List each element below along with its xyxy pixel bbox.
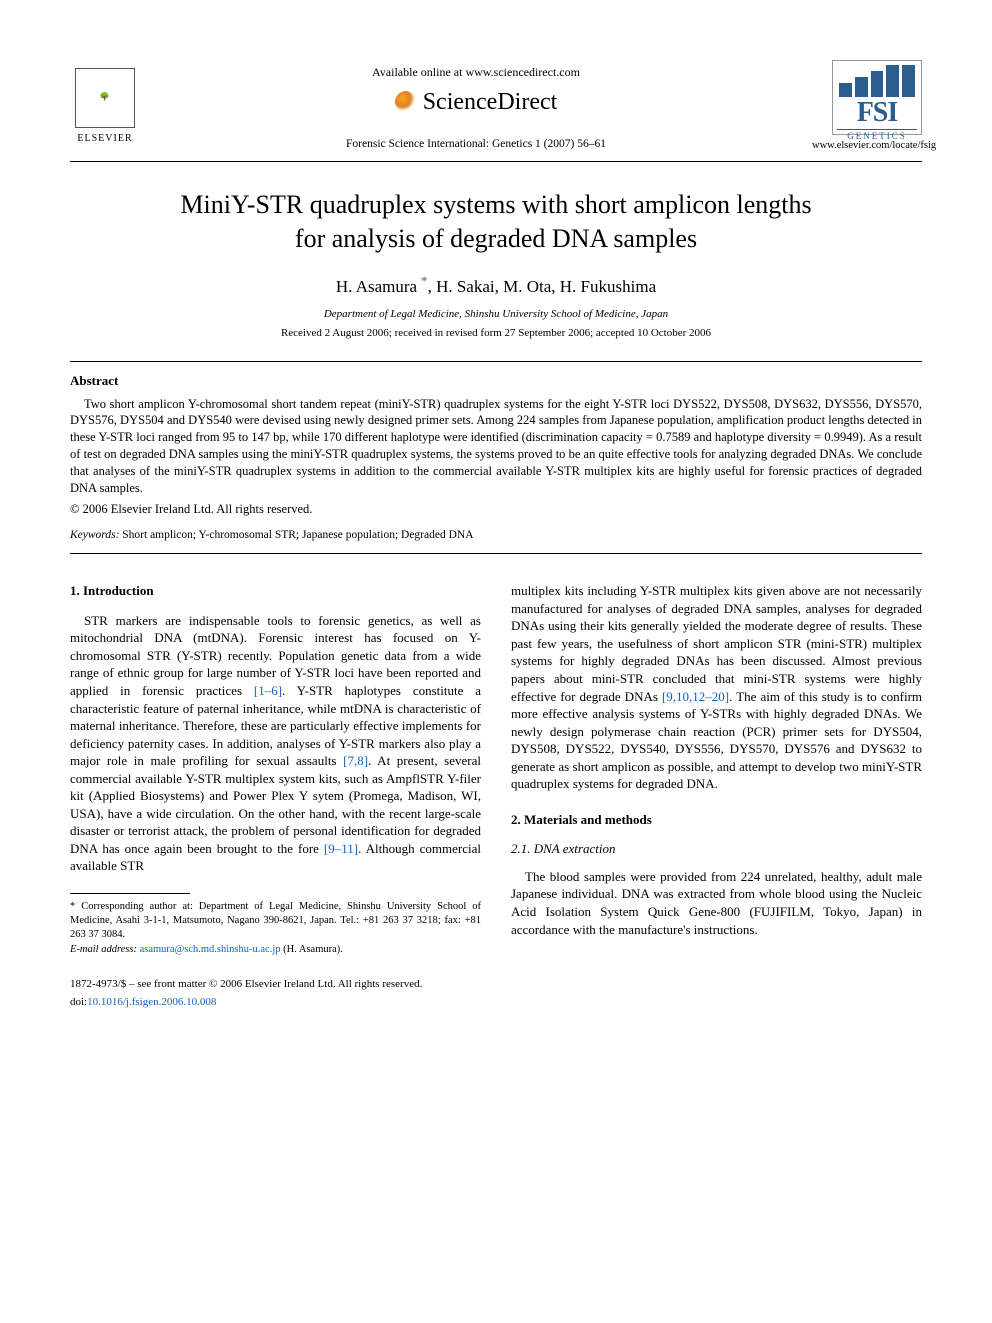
article-dates: Received 2 August 2006; received in revi… <box>70 326 922 341</box>
keywords-line: Keywords: Short amplicon; Y-chromosomal … <box>70 528 922 544</box>
journal-logo-block: FSI GENETICS www.elsevier.com/locate/fsi… <box>812 60 922 153</box>
email-link[interactable]: asamura@sch.md.shinshu-u.ac.jp <box>140 944 281 955</box>
fsi-logo: FSI GENETICS <box>832 60 922 135</box>
ref-link-9-10-12-20[interactable]: [9,10,12–20] <box>662 689 729 704</box>
keywords-label: Keywords: <box>70 529 119 541</box>
dna-extraction-paragraph: The blood samples were provided from 224… <box>511 868 922 938</box>
abstract-bottom-rule <box>70 553 922 554</box>
abstract-text: Two short amplicon Y-chromosomal short t… <box>70 396 922 497</box>
header-rule <box>70 161 922 162</box>
fsi-bars-icon <box>833 61 921 97</box>
email-label: E-mail address: <box>70 944 137 955</box>
ref-link-9-11[interactable]: [9–11] <box>324 841 358 856</box>
corresponding-email-line: E-mail address: asamura@sch.md.shinshu-u… <box>70 943 481 957</box>
doi-line: doi:10.1016/j.fsigen.2006.10.008 <box>70 992 481 1010</box>
corresponding-address: * Corresponding author at: Department of… <box>70 900 481 943</box>
page-header: 🌳 ELSEVIER Available online at www.scien… <box>70 60 922 153</box>
authors-text: H. Asamura *, H. Sakai, M. Ota, H. Fukus… <box>336 277 656 296</box>
abstract-body: Two short amplicon Y-chromosomal short t… <box>70 396 922 497</box>
ref-link-1-6[interactable]: [1–6] <box>254 683 282 698</box>
authors: H. Asamura *, H. Sakai, M. Ota, H. Fukus… <box>70 274 922 300</box>
article-title: MiniY-STR quadruplex systems with short … <box>70 188 922 256</box>
corresponding-star-icon: * <box>417 275 428 290</box>
elsevier-logo: 🌳 ELSEVIER <box>70 60 140 145</box>
title-line-1: MiniY-STR quadruplex systems with short … <box>180 190 811 219</box>
right-column: multiplex kits including Y-STR multiplex… <box>511 582 922 1009</box>
ref-link-7-8[interactable]: [7,8] <box>343 753 368 768</box>
elsevier-tree-icon: 🌳 <box>75 68 135 128</box>
title-line-2: for analysis of degraded DNA samples <box>295 224 697 253</box>
available-online-text: Available online at www.sciencedirect.co… <box>140 64 812 80</box>
introduction-heading: 1. Introduction <box>70 582 481 600</box>
intro-paragraph-1-continued: multiplex kits including Y-STR multiplex… <box>511 582 922 793</box>
keywords-text: Short amplicon; Y-chromosomal STR; Japan… <box>119 529 473 541</box>
sciencedirect-logo: ScienceDirect <box>395 86 558 118</box>
email-suffix: (H. Asamura). <box>281 944 343 955</box>
dna-extraction-heading: 2.1. DNA extraction <box>511 840 922 858</box>
abstract-copyright: © 2006 Elsevier Ireland Ltd. All rights … <box>70 501 922 518</box>
sciencedirect-swirl-icon <box>395 91 417 113</box>
doi-label: doi: <box>70 996 87 1008</box>
body-columns: 1. Introduction STR markers are indispen… <box>70 582 922 1009</box>
issn-line: 1872-4973/$ – see front matter © 2006 El… <box>70 977 481 992</box>
center-header: Available online at www.sciencedirect.co… <box>140 60 812 152</box>
corresponding-footnote: * Corresponding author at: Department of… <box>70 900 481 957</box>
fsi-text: FSI <box>833 97 921 127</box>
abstract-heading: Abstract <box>70 372 922 390</box>
intro-paragraph-1: STR markers are indispensable tools to f… <box>70 612 481 875</box>
journal-reference: Forensic Science International: Genetics… <box>140 137 812 153</box>
materials-methods-heading: 2. Materials and methods <box>511 811 922 829</box>
left-column: 1. Introduction STR markers are indispen… <box>70 582 481 1009</box>
doi-link[interactable]: 10.1016/j.fsigen.2006.10.008 <box>87 996 216 1008</box>
elsevier-label: ELSEVIER <box>77 132 132 146</box>
sciencedirect-text: ScienceDirect <box>423 86 558 118</box>
abstract-top-rule <box>70 361 922 362</box>
footnote-rule <box>70 893 190 894</box>
locate-url: www.elsevier.com/locate/fsig <box>812 139 922 153</box>
affiliation: Department of Legal Medicine, Shinshu Un… <box>70 307 922 322</box>
